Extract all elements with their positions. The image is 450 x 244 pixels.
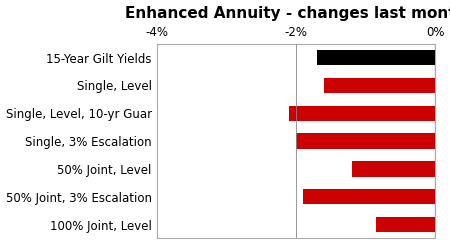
Bar <box>324 78 435 93</box>
Bar <box>303 189 435 204</box>
Title: Enhanced Annuity - changes last month: Enhanced Annuity - changes last month <box>125 6 450 20</box>
Bar <box>289 106 435 121</box>
Bar <box>317 50 435 65</box>
Bar <box>351 161 435 177</box>
Bar <box>376 217 435 232</box>
Bar <box>296 133 435 149</box>
